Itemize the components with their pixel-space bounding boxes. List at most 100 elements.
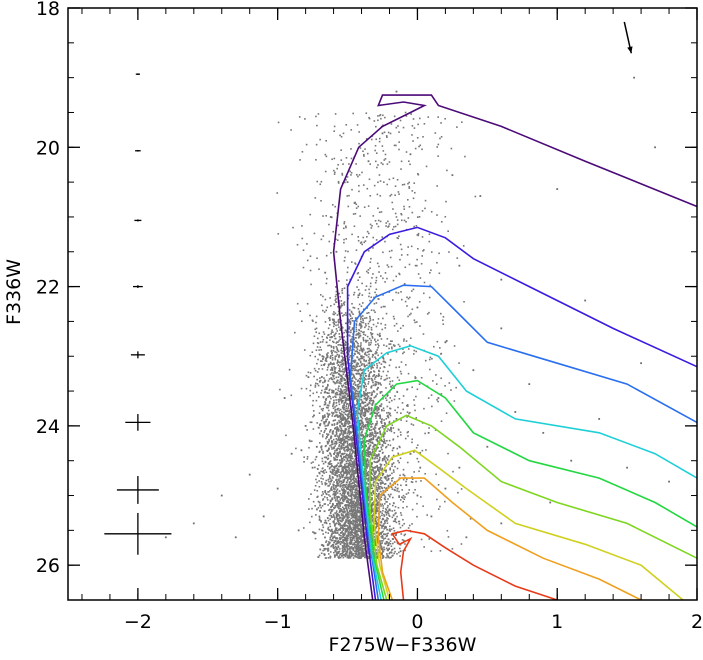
star-point [355,502,358,505]
star-point [314,484,317,487]
star-point [349,340,352,343]
star-point [372,466,375,469]
star-point [348,526,350,528]
star-point [345,474,348,477]
star-point [355,535,357,538]
star-point [338,480,341,482]
star-point [368,402,371,404]
star-point [384,496,387,498]
star-point [395,521,398,524]
star-point [348,410,351,413]
star-point [336,498,339,500]
star-point [378,493,380,496]
star-point [365,341,367,343]
star-point [300,387,303,390]
star-point [340,300,343,302]
star-point [330,455,333,457]
star-point [331,378,334,381]
star-point [365,477,368,480]
star-point [343,446,346,449]
star-point [342,479,345,481]
star-point [332,483,334,486]
star-point [357,387,360,390]
star-point [348,420,351,423]
star-point [328,378,331,380]
star-point [385,418,388,420]
star-point [387,517,389,520]
star-point [369,536,372,539]
star-point [341,362,344,365]
star-point [351,467,353,470]
star-point [375,352,378,354]
star-point [361,321,363,324]
star-point [348,541,351,544]
star-point [376,537,379,539]
star-point [361,350,364,353]
star-point [372,384,375,387]
star-point [322,462,325,465]
star-point [402,473,405,476]
star-point [341,390,344,393]
star-point [336,541,339,543]
star-point [382,407,385,410]
star-point [349,526,351,528]
star-point [358,359,361,361]
star-point [329,500,332,502]
star-point [380,545,382,547]
star-point [318,517,321,519]
star-point [367,453,370,456]
star-point [350,447,353,450]
star-point [319,354,321,356]
star-point [343,467,346,470]
star-point [500,278,503,281]
star-point [333,377,336,380]
star-point [370,499,372,501]
star-point [363,424,366,427]
star-point [351,468,354,471]
star-point [320,446,322,448]
star-point [327,384,329,387]
star-point [347,374,350,377]
star-point [335,342,338,344]
star-point [343,418,346,420]
star-point [371,457,374,460]
star-point [364,401,367,404]
star-point [360,427,363,429]
star-point [338,444,341,446]
star-point [368,446,371,449]
star-point [379,456,381,459]
star-point [351,327,354,329]
star-point [340,488,343,490]
star-point [329,361,332,364]
star-point [382,538,385,540]
star-point [363,401,365,404]
star-point [334,494,336,496]
star-point [360,372,363,375]
star-point [345,407,347,410]
star-point [361,530,363,532]
star-point [330,463,333,465]
star-point [383,513,385,516]
star-point [317,556,319,558]
star-point [355,372,358,375]
star-point [348,462,351,464]
star-point [354,503,356,505]
star-point [352,376,354,379]
star-point [326,433,328,435]
star-point [367,395,370,398]
star-point [320,419,323,422]
star-point [379,391,382,393]
star-point [338,533,340,536]
star-point [381,518,384,521]
star-point [347,478,349,481]
star-point [376,460,379,463]
star-point [353,535,356,538]
star-point [348,350,351,353]
star-point [351,491,354,494]
star-point [346,471,348,474]
star-point [384,537,387,540]
star-point [365,385,367,388]
star-point [306,458,309,460]
star-point [437,397,440,399]
star-point [365,397,368,400]
